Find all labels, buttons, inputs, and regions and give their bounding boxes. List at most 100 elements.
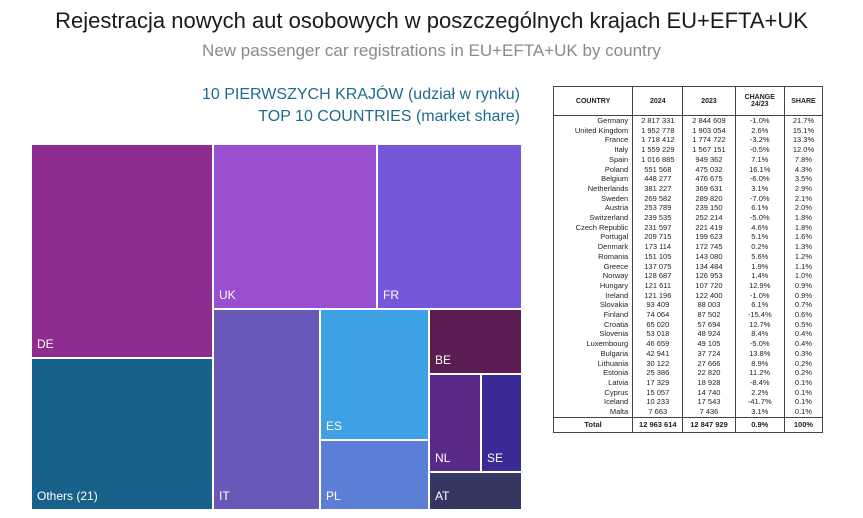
cell-2024: 269 582 (632, 193, 684, 204)
cell-country: Sweden (552, 193, 634, 204)
cell-change: 4.6% (734, 222, 785, 233)
cell-share: 0.4% (783, 339, 824, 349)
cell-share: 21.7% (783, 115, 824, 126)
cell-country: Romania (552, 251, 634, 262)
treemap-label: AT (435, 489, 450, 503)
cell-change: 13.8% (734, 348, 785, 359)
cell-change: -7.0% (734, 193, 785, 204)
cell-2023: 107 720 (682, 280, 736, 291)
cell-country: Hungary (552, 280, 634, 291)
cell-2023: 369 631 (682, 183, 736, 194)
cell-2023: 143 080 (682, 251, 736, 262)
cell-share: 1.2% (783, 251, 824, 262)
cell-2024: 93 409 (632, 300, 684, 311)
cell-2023: 199 623 (682, 232, 736, 243)
cell-2024: 42 941 (632, 348, 684, 359)
treemap-label: SE (487, 451, 503, 465)
cell-change: 8.9% (734, 358, 785, 369)
cell-2024: 25 386 (632, 368, 684, 378)
treemap-label: DE (37, 337, 54, 351)
table-row: Lithuania 30 122 27 666 8.9% 0.2% (552, 358, 824, 369)
treemap-cell-de: DE (32, 145, 212, 357)
cell-2023: 48 924 (682, 329, 736, 340)
cell-2024: 30 122 (632, 358, 684, 369)
table-row: Norway 128 687 126 953 1.4% 1.0% (552, 271, 824, 281)
cell-share: 7.8% (783, 154, 824, 165)
cell-change: -1.0% (734, 115, 785, 126)
cell-2023: 239 150 (682, 203, 736, 214)
cell-country: United Kingdom (552, 125, 634, 136)
table-row: Germany 2 817 331 2 844 609 -1.0% 21.7% (552, 115, 824, 126)
cell-country: Lithuania (552, 358, 634, 369)
treemap-title-en: TOP 10 COUNTRIES (market share) (258, 108, 520, 125)
cell-2024: 1 718 412 (632, 135, 684, 146)
header-change: CHANGE 24/23 (734, 86, 785, 116)
total-label: Total (552, 416, 634, 433)
treemap-rect (378, 145, 521, 308)
cell-share: 0.9% (783, 280, 824, 291)
table-row: Ireland 121 196 122 400 -1.0% 0.9% (552, 290, 824, 301)
total-2023: 12 847 929 (682, 416, 736, 433)
treemap-cell-se: SE (482, 375, 521, 471)
cell-2023: 18 928 (682, 377, 736, 388)
cell-2023: 57 694 (682, 319, 736, 330)
cell-country: Latvia (552, 377, 634, 388)
cell-country: Poland (552, 164, 634, 175)
cell-change: 7.1% (734, 154, 785, 165)
cell-2024: 10 233 (632, 397, 684, 408)
cell-change: 12.7% (734, 319, 785, 330)
cell-country: Bulgaria (552, 348, 634, 359)
cell-share: 2.9% (783, 183, 824, 194)
chart-title: Rejestracja nowych aut osobowych w poszc… (55, 8, 808, 33)
cell-2024: 231 597 (632, 222, 684, 233)
treemap-cell-be: BE (430, 310, 521, 373)
cell-2023: 49 105 (682, 339, 736, 349)
cell-2024: 17 329 (632, 377, 684, 388)
cell-country: Slovakia (552, 300, 634, 311)
cell-country: Belgium (552, 174, 634, 184)
cell-2024: 1 952 778 (632, 125, 684, 136)
table-row: Slovakia 93 409 88 003 6.1% 0.7% (552, 300, 824, 311)
treemap-rect (214, 145, 376, 308)
cell-share: 1.0% (783, 271, 824, 281)
cell-2024: 209 715 (632, 232, 684, 243)
table-row: Netherlands 381 227 369 631 3.1% 2.9% (552, 183, 824, 194)
cell-2023: 1 774 722 (682, 135, 736, 146)
cell-change: -3.2% (734, 135, 785, 146)
cell-share: 2.0% (783, 203, 824, 214)
cell-2023: 221 419 (682, 222, 736, 233)
treemap-label: ES (326, 419, 342, 433)
cell-2024: 173 114 (632, 242, 684, 252)
cell-country: Austria (552, 203, 634, 214)
treemap-title-pl: 10 PIERWSZYCH KRAJÓW (udział w rynku) (202, 86, 520, 103)
cell-2023: 7 436 (682, 407, 736, 418)
cell-2024: 253 789 (632, 203, 684, 214)
cell-2023: 252 214 (682, 213, 736, 223)
cell-share: 0.1% (783, 387, 824, 398)
treemap-label: UK (219, 288, 236, 302)
cell-change: 6.1% (734, 300, 785, 311)
table-row: Spain 1 016 885 949 362 7.1% 7.8% (552, 154, 824, 165)
header-2023: 2023 (682, 86, 736, 116)
cell-country: Czech Republic (552, 222, 634, 233)
cell-change: -6.0% (734, 174, 785, 184)
cell-share: 0.4% (783, 329, 824, 340)
cell-change: 0.2% (734, 242, 785, 252)
cell-share: 0.3% (783, 348, 824, 359)
cell-2023: 172 745 (682, 242, 736, 252)
treemap-rect (321, 441, 428, 509)
table-row: Hungary 121 611 107 720 12.9% 0.9% (552, 280, 824, 291)
cell-2024: 128 687 (632, 271, 684, 281)
cell-share: 0.6% (783, 310, 824, 320)
cell-share: 1.6% (783, 232, 824, 243)
cell-share: 2.1% (783, 193, 824, 204)
cell-country: Luxembourg (552, 339, 634, 349)
cell-change: -1.0% (734, 290, 785, 301)
cell-country: Slovenia (552, 329, 634, 340)
cell-change: 16.1% (734, 164, 785, 175)
table-row: Czech Republic 231 597 221 419 4.6% 1.8% (552, 222, 824, 233)
table-row: France 1 718 412 1 774 722 -3.2% 13.3% (552, 135, 824, 146)
cell-2023: 475 032 (682, 164, 736, 175)
total-change: 0.9% (734, 416, 785, 433)
cell-share: 0.9% (783, 290, 824, 301)
